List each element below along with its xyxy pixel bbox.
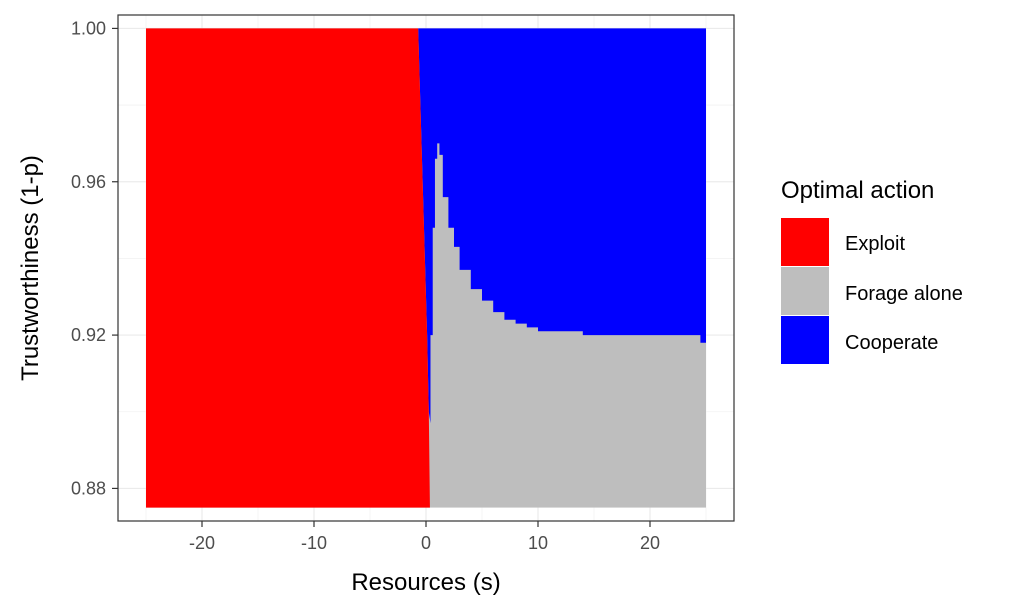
- x-tick-label: 0: [421, 533, 431, 553]
- axes: -20 -10 0 10 20 0.88 0.92 0.96 1.00: [71, 18, 660, 553]
- legend-label-exploit: Exploit: [845, 233, 905, 255]
- y-axis-title: Trustworthiness (1-p): [17, 155, 44, 381]
- legend-key-forage-alone: [781, 267, 829, 315]
- region-exploit: [146, 28, 430, 508]
- legend-title: Optimal action: [781, 177, 934, 204]
- y-tick-label: 1.00: [71, 18, 106, 38]
- heatmap-regions: [146, 28, 706, 508]
- legend-key-exploit: [781, 218, 829, 266]
- y-tick-label: 0.92: [71, 325, 106, 345]
- x-tick-label: -20: [189, 533, 215, 553]
- x-axis-title: Resources (s): [351, 569, 500, 596]
- legend: Optimal action Exploit Forage alone Coop…: [781, 177, 963, 364]
- y-tick-label: 0.88: [71, 478, 106, 498]
- region-cooperate: [418, 28, 706, 424]
- legend-label-cooperate: Cooperate: [845, 332, 938, 354]
- x-tick-label: 10: [528, 533, 548, 553]
- x-tick-label: -10: [301, 533, 327, 553]
- legend-key-cooperate: [781, 316, 829, 364]
- legend-label-forage-alone: Forage alone: [845, 283, 963, 305]
- x-tick-label: 20: [640, 533, 660, 553]
- y-tick-label: 0.96: [71, 172, 106, 192]
